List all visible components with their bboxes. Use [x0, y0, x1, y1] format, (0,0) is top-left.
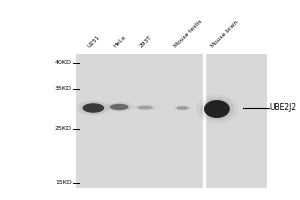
Ellipse shape	[107, 103, 131, 111]
Text: 293T: 293T	[139, 35, 153, 49]
FancyBboxPatch shape	[76, 54, 202, 188]
Ellipse shape	[200, 97, 234, 121]
Text: UBE2J2: UBE2J2	[269, 104, 297, 112]
Ellipse shape	[110, 104, 129, 110]
Text: Mouse testis: Mouse testis	[173, 19, 203, 49]
Ellipse shape	[176, 106, 188, 110]
Ellipse shape	[82, 103, 104, 113]
Text: 15KD: 15KD	[55, 180, 72, 186]
Ellipse shape	[175, 106, 190, 110]
Text: 35KD: 35KD	[55, 86, 72, 91]
Text: Mouse brain: Mouse brain	[211, 20, 240, 49]
Ellipse shape	[137, 106, 153, 110]
Text: HeLa: HeLa	[113, 35, 127, 49]
FancyBboxPatch shape	[206, 54, 267, 188]
Ellipse shape	[135, 105, 155, 110]
Ellipse shape	[80, 102, 107, 114]
Text: 25KD: 25KD	[55, 127, 72, 132]
Ellipse shape	[204, 100, 230, 118]
Text: 40KD: 40KD	[55, 60, 72, 66]
Text: U251: U251	[87, 35, 101, 49]
